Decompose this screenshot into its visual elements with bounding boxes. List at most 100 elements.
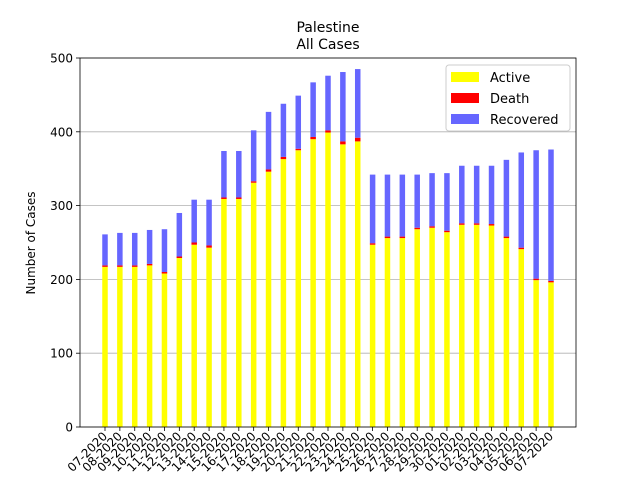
bar-active <box>102 266 108 427</box>
bar-active <box>399 238 406 427</box>
bar-active <box>369 244 376 427</box>
legend-label: Death <box>490 92 529 107</box>
y-tick-label: 200 <box>50 273 73 287</box>
bar-recovered <box>384 174 391 237</box>
bar-active <box>414 229 420 427</box>
bar-death <box>206 245 212 248</box>
bar-death <box>236 197 242 199</box>
bar-death <box>310 136 316 140</box>
bar-recovered <box>161 229 168 273</box>
legend-swatch <box>451 93 479 103</box>
bar-recovered <box>250 130 257 182</box>
bar-recovered <box>176 212 183 257</box>
y-axis-label: Number of Cases <box>24 191 38 294</box>
bar-death <box>399 236 406 239</box>
bar-recovered <box>221 150 227 198</box>
bar-recovered <box>191 199 197 243</box>
bar-death <box>280 156 287 160</box>
bar-recovered <box>310 82 316 137</box>
y-tick-label: 0 <box>65 421 73 435</box>
bar-recovered <box>146 229 153 264</box>
bar-recovered <box>488 165 495 225</box>
bar-active <box>533 280 539 427</box>
bar-active <box>191 244 197 427</box>
bar-recovered <box>102 234 108 266</box>
bar-death <box>102 265 108 267</box>
bar-recovered <box>548 149 554 281</box>
legend-swatch <box>451 114 479 124</box>
bar-death <box>473 223 480 225</box>
bar-recovered <box>265 111 272 170</box>
bar-death <box>503 236 510 239</box>
bar-recovered <box>354 69 361 138</box>
bar-recovered <box>280 103 287 157</box>
bar-active <box>354 141 361 428</box>
bar-death <box>176 256 183 258</box>
bar-recovered <box>533 150 539 279</box>
bar-recovered <box>340 72 346 142</box>
bar-active <box>146 265 153 427</box>
bar-active <box>325 132 331 427</box>
bar-active <box>340 144 346 427</box>
bar-death <box>533 278 539 281</box>
bar-active <box>503 238 510 427</box>
bar-recovered <box>518 152 525 248</box>
bar-recovered <box>399 174 406 237</box>
bar-active <box>131 266 138 427</box>
bar-death <box>369 243 376 245</box>
bar-recovered <box>295 95 302 149</box>
bar-active <box>488 225 495 427</box>
bar-death <box>354 137 361 142</box>
bar-active <box>295 150 302 427</box>
bar-recovered <box>414 174 420 228</box>
bar-recovered <box>473 165 480 224</box>
bar-active <box>444 232 450 427</box>
bar-recovered <box>429 173 435 227</box>
bar-death <box>131 265 138 267</box>
y-tick-label: 400 <box>50 125 73 139</box>
bar-death <box>221 197 227 199</box>
bar-recovered <box>131 232 138 266</box>
bar-death <box>340 141 346 145</box>
bar-death <box>117 265 123 267</box>
bar-death <box>265 169 272 172</box>
bar-active <box>265 171 272 427</box>
bar-death <box>518 247 525 250</box>
legend-label: Recovered <box>490 113 559 128</box>
bar-death <box>191 242 197 245</box>
bar-recovered <box>117 232 123 266</box>
bar-death <box>250 181 257 183</box>
bar-recovered <box>444 173 450 231</box>
bar-death <box>548 280 554 283</box>
chart-title: Palestine <box>296 20 359 36</box>
bar-recovered <box>236 150 242 198</box>
bar-recovered <box>503 159 510 237</box>
bar-active <box>250 182 257 427</box>
bar-death <box>429 226 435 228</box>
bar-active <box>473 224 480 427</box>
bar-death <box>146 263 153 266</box>
bar-active <box>117 266 123 427</box>
legend-label: Active <box>490 71 530 86</box>
chart-subtitle: All Cases <box>296 37 359 53</box>
bar-active <box>236 198 242 427</box>
bar-death <box>325 130 331 133</box>
axes-layer: 010020030040050007-202008-202009-202010-… <box>50 52 577 475</box>
bar-death <box>414 227 420 230</box>
bars-layer <box>102 69 554 428</box>
bar-recovered <box>459 165 465 224</box>
bar-death <box>295 148 302 151</box>
bar-recovered <box>206 199 212 246</box>
legend: Active Death Recovered <box>445 64 571 132</box>
bar-death <box>384 236 391 239</box>
bar-active <box>384 238 391 427</box>
bar-death <box>488 224 495 226</box>
bar-death <box>161 272 168 274</box>
y-tick-label: 300 <box>50 199 73 213</box>
bar-recovered <box>325 75 331 131</box>
bar-death <box>459 223 465 225</box>
y-tick-label: 500 <box>50 52 73 66</box>
bar-active <box>161 273 168 427</box>
bar-active <box>459 224 465 427</box>
